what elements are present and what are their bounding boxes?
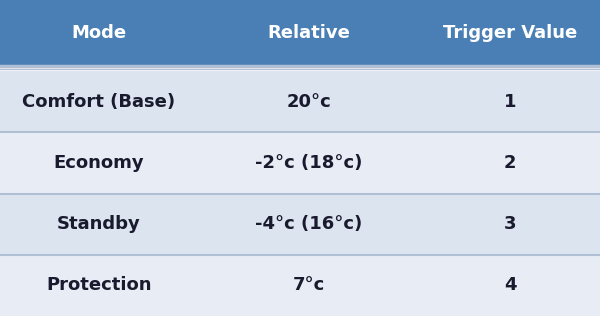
Text: 20°c: 20°c — [287, 93, 331, 111]
Bar — [0, 0, 198, 66]
Text: -4°c (16°c): -4°c (16°c) — [256, 215, 362, 233]
Bar — [0, 71, 198, 132]
Text: 7°c: 7°c — [293, 276, 325, 295]
Text: -2°c (18°c): -2°c (18°c) — [256, 154, 362, 172]
Bar — [198, 193, 420, 255]
Bar — [198, 132, 420, 193]
Text: Standby: Standby — [57, 215, 141, 233]
Bar — [0, 255, 198, 316]
Text: Relative: Relative — [268, 24, 350, 42]
Bar — [198, 0, 420, 66]
Text: 4: 4 — [504, 276, 516, 295]
Text: Protection: Protection — [46, 276, 152, 295]
Text: Economy: Economy — [53, 154, 145, 172]
Text: Trigger Value: Trigger Value — [443, 24, 577, 42]
Bar — [0, 132, 198, 193]
Text: 3: 3 — [504, 215, 516, 233]
Text: Mode: Mode — [71, 24, 127, 42]
Bar — [420, 0, 600, 66]
Text: 1: 1 — [504, 93, 516, 111]
Bar — [420, 71, 600, 132]
Bar — [420, 132, 600, 193]
Bar — [0, 193, 198, 255]
Bar — [420, 255, 600, 316]
Text: 2: 2 — [504, 154, 516, 172]
Bar — [420, 193, 600, 255]
Text: Comfort (Base): Comfort (Base) — [22, 93, 176, 111]
Bar — [198, 255, 420, 316]
Bar — [198, 71, 420, 132]
